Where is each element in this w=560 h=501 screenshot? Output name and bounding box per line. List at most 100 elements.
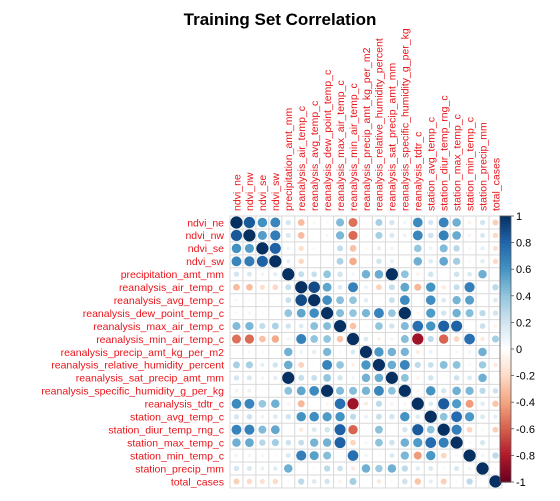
legend-tick-label: -0.2	[516, 371, 535, 383]
legend-tick-label: 0.2	[516, 317, 531, 329]
corr-circle-ndvi-nw-vs-reanalysis-min-air-temp-c	[348, 231, 357, 240]
corr-circle-reanalysis-specific-humidity-g-per-kg-vs-station-diur-temp-rng-c	[441, 388, 446, 393]
corr-circle-station-avg-temp-c-vs-ndvi-se	[261, 415, 265, 419]
corr-circle-precipitation-amt-mm-vs-reanalysis-relative-humidity-percent	[375, 270, 384, 279]
corr-circle-ndvi-ne-vs-reanalysis-dew-point-temp-c	[326, 221, 329, 224]
corr-circle-reanalysis-air-temp-c-vs-reanalysis-avg-temp-c	[308, 281, 320, 293]
corr-circle-reanalysis-dew-point-temp-c-vs-ndvi-nw	[248, 312, 251, 315]
corr-circle-station-min-temp-c-vs-ndvi-nw	[248, 454, 251, 457]
row-label-reanalysis-sat-precip-amt-mm: reanalysis_sat_precip_amt_mm	[76, 373, 224, 385]
corr-circle-station-avg-temp-c-vs-station-precip-mm	[480, 414, 485, 419]
corr-circle-reanalysis-sat-precip-amt-mm-vs-reanalysis-sat-precip-amt-mm	[386, 372, 398, 384]
corr-circle-reanalysis-air-temp-c-vs-reanalysis-min-air-temp-c	[348, 282, 358, 292]
row-label-reanalysis-specific-humidity-g-per-kg: reanalysis_specific_humidity_g_per_kg	[41, 386, 224, 398]
corr-circle-reanalysis-max-air-temp-c-vs-station-precip-mm	[480, 323, 486, 329]
corr-circle-precipitation-amt-mm-vs-reanalysis-max-air-temp-c	[337, 272, 342, 277]
col-label-station-diur-temp-rng-c: station_diur_temp_rng_c	[438, 95, 450, 211]
corr-circle-reanalysis-relative-humidity-percent-vs-reanalysis-relative-humidity-percent	[373, 359, 385, 371]
corr-circle-reanalysis-specific-humidity-g-per-kg-vs-total-cases	[493, 388, 499, 394]
corr-circle-reanalysis-avg-temp-c-vs-station-diur-temp-rng-c	[441, 298, 446, 303]
corr-circle-reanalysis-avg-temp-c-vs-station-min-temp-c	[465, 296, 474, 305]
corr-circle-ndvi-sw-vs-reanalysis-relative-humidity-percent	[376, 259, 381, 264]
corr-circle-ndvi-nw-vs-ndvi-nw	[243, 229, 255, 241]
corr-circle-reanalysis-dew-point-temp-c-vs-reanalysis-tdtr-c	[416, 312, 419, 315]
corr-circle-reanalysis-sat-precip-amt-mm-vs-reanalysis-dew-point-temp-c	[323, 374, 331, 382]
col-label-ndvi-ne: ndvi_ne	[231, 174, 243, 211]
col-label-ndvi-se: ndvi_se	[257, 175, 269, 211]
corr-circle-reanalysis-relative-humidity-percent-vs-total-cases	[493, 363, 497, 367]
corr-circle-ndvi-se-vs-reanalysis-relative-humidity-percent	[377, 246, 381, 250]
corr-circle-station-avg-temp-c-vs-ndvi-nw	[247, 414, 253, 420]
corr-circle-reanalysis-air-temp-c-vs-reanalysis-relative-humidity-percent	[376, 284, 382, 290]
corr-circle-reanalysis-sat-precip-amt-mm-vs-station-avg-temp-c	[428, 375, 433, 380]
corr-circle-ndvi-sw-vs-station-avg-temp-c	[428, 259, 433, 264]
col-label-reanalysis-air-temp-c: reanalysis_air_temp_c	[296, 106, 308, 211]
corr-circle-reanalysis-tdtr-c-vs-reanalysis-air-temp-c	[298, 400, 305, 407]
corr-circle-precipitation-amt-mm-vs-reanalysis-air-temp-c	[298, 271, 304, 277]
corr-circle-ndvi-se-vs-total-cases	[493, 246, 498, 251]
corr-circle-precipitation-amt-mm-vs-station-diur-temp-rng-c	[443, 273, 445, 275]
corr-circle-station-diur-temp-rng-c-vs-ndvi-se	[258, 426, 266, 434]
corr-circle-ndvi-se-vs-reanalysis-dew-point-temp-c	[326, 248, 328, 250]
row-label-reanalysis-avg-temp-c: reanalysis_avg_temp_c	[114, 295, 224, 307]
corr-circle-station-diur-temp-rng-c-vs-reanalysis-specific-humidity-g-per-kg	[402, 427, 407, 432]
corr-circle-ndvi-sw-vs-ndvi-se	[257, 256, 268, 267]
corr-circle-station-diur-temp-rng-c-vs-reanalysis-precip-amt-kg-per-m2	[365, 429, 366, 430]
corr-circle-reanalysis-max-air-temp-c-vs-reanalysis-air-temp-c	[299, 324, 304, 329]
corr-circle-ndvi-ne-vs-total-cases	[492, 219, 498, 225]
corr-circle-precipitation-amt-mm-vs-station-max-temp-c	[454, 271, 460, 277]
corr-circle-station-min-temp-c-vs-station-diur-temp-rng-c	[441, 453, 447, 459]
corr-circle-reanalysis-tdtr-c-vs-reanalysis-sat-precip-amt-mm	[390, 402, 393, 405]
corr-circle-station-max-temp-c-vs-reanalysis-dew-point-temp-c	[323, 438, 331, 446]
legend-tick-label: 0.6	[516, 264, 531, 276]
col-label-precipitation-amt-mm: precipitation_amt_mm	[283, 107, 295, 211]
corr-circle-station-max-temp-c-vs-reanalysis-min-air-temp-c	[350, 440, 356, 446]
corr-circle-reanalysis-min-air-temp-c-vs-reanalysis-relative-humidity-percent	[377, 337, 381, 341]
corr-circle-ndvi-se-vs-precipitation-amt-mm	[287, 247, 290, 250]
corr-circle-station-min-temp-c-vs-station-max-temp-c	[455, 454, 458, 457]
corr-circle-station-max-temp-c-vs-reanalysis-specific-humidity-g-per-kg	[401, 438, 410, 447]
corr-circle-total-cases-vs-reanalysis-specific-humidity-g-per-kg	[402, 479, 408, 485]
corr-circle-station-precip-mm-vs-precipitation-amt-mm	[284, 464, 293, 473]
corr-circle-ndvi-ne-vs-precipitation-amt-mm	[286, 220, 291, 225]
corr-circle-ndvi-se-vs-reanalysis-air-temp-c	[299, 246, 304, 251]
corr-circle-reanalysis-max-air-temp-c-vs-total-cases	[494, 324, 497, 327]
corr-circle-reanalysis-tdtr-c-vs-reanalysis-max-air-temp-c	[335, 398, 346, 409]
corr-circle-reanalysis-sat-precip-amt-mm-vs-reanalysis-tdtr-c	[416, 376, 419, 379]
corr-circle-reanalysis-min-air-temp-c-vs-station-avg-temp-c	[428, 336, 434, 342]
corr-circle-station-avg-temp-c-vs-total-cases	[493, 415, 497, 419]
corr-circle-station-max-temp-c-vs-total-cases	[494, 441, 496, 443]
corr-circle-reanalysis-specific-humidity-g-per-kg-vs-ndvi-se	[262, 390, 264, 392]
corr-circle-reanalysis-air-temp-c-vs-precipitation-amt-mm	[285, 284, 291, 290]
col-label-station-precip-mm: station_precip_mm	[477, 122, 489, 211]
corr-circle-reanalysis-avg-temp-c-vs-reanalysis-air-temp-c	[295, 294, 307, 306]
corr-circle-ndvi-sw-vs-ndvi-sw	[269, 255, 281, 267]
corr-circle-reanalysis-precip-amt-kg-per-m2-vs-precipitation-amt-mm	[284, 348, 292, 356]
corr-circle-precipitation-amt-mm-vs-station-avg-temp-c	[428, 272, 433, 277]
corr-circle-reanalysis-relative-humidity-percent-vs-reanalysis-min-air-temp-c	[351, 363, 355, 367]
col-label-reanalysis-sat-precip-amt-mm: reanalysis_sat_precip_amt_mm	[387, 63, 399, 211]
row-label-reanalysis-precip-amt-kg-per-m2: reanalysis_precip_amt_kg_per_m2	[61, 347, 225, 359]
corr-circle-station-max-temp-c-vs-station-diur-temp-rng-c	[439, 438, 449, 448]
corr-circle-reanalysis-sat-precip-amt-mm-vs-precipitation-amt-mm	[282, 372, 294, 384]
corr-circle-ndvi-ne-vs-station-diur-temp-rng-c	[439, 217, 449, 227]
corr-circle-reanalysis-min-air-temp-c-vs-ndvi-nw	[245, 334, 254, 343]
corr-circle-reanalysis-dew-point-temp-c-vs-station-max-temp-c	[452, 309, 460, 317]
corr-circle-reanalysis-precip-amt-kg-per-m2-vs-reanalysis-relative-humidity-percent	[374, 347, 383, 356]
corr-circle-ndvi-nw-vs-station-precip-mm	[480, 233, 485, 238]
corr-circle-reanalysis-air-temp-c-vs-station-precip-mm	[481, 286, 483, 288]
row-label-reanalysis-air-temp-c: reanalysis_air_temp_c	[119, 282, 224, 294]
corr-circle-ndvi-ne-vs-reanalysis-max-air-temp-c	[336, 218, 344, 226]
corr-circle-reanalysis-max-air-temp-c-vs-ndvi-nw	[245, 322, 253, 330]
corr-circle-reanalysis-dew-point-temp-c-vs-station-min-temp-c	[466, 309, 474, 317]
corr-circle-station-precip-mm-vs-reanalysis-precip-amt-kg-per-m2	[362, 464, 371, 473]
corr-circle-reanalysis-min-air-temp-c-vs-reanalysis-sat-precip-amt-mm	[390, 337, 393, 340]
corr-circle-reanalysis-relative-humidity-percent-vs-reanalysis-dew-point-temp-c	[322, 360, 332, 370]
corr-circle-reanalysis-max-air-temp-c-vs-reanalysis-specific-humidity-g-per-kg	[401, 322, 409, 330]
corr-circle-total-cases-vs-ndvi-ne	[233, 478, 239, 484]
corr-circle-reanalysis-max-air-temp-c-vs-station-min-temp-c	[469, 325, 471, 327]
corr-circle-reanalysis-dew-point-temp-c-vs-total-cases	[493, 310, 498, 315]
corr-circle-station-min-temp-c-vs-reanalysis-air-temp-c	[296, 451, 306, 461]
corr-circle-station-precip-mm-vs-ndvi-nw	[247, 466, 252, 471]
